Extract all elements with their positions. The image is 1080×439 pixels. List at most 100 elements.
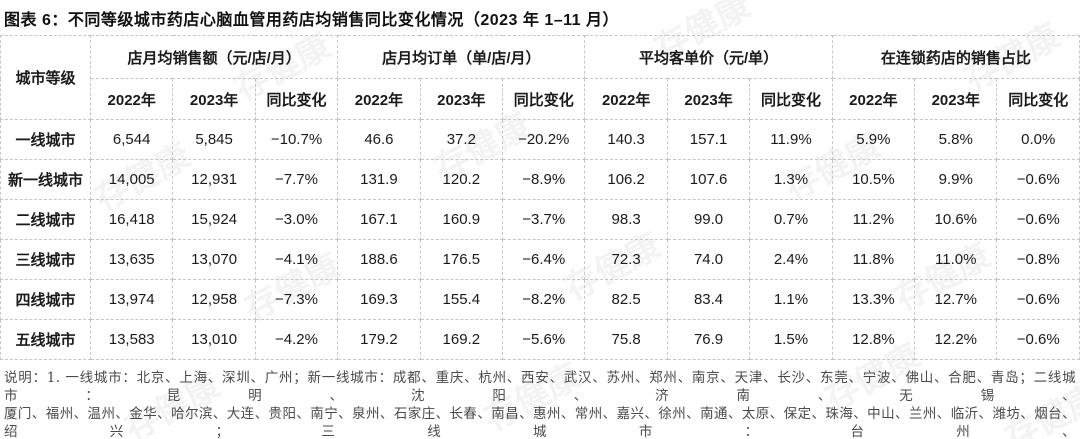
- sub-header-cell: 同比变化: [254, 78, 339, 120]
- table-cell: 13,974: [89, 279, 174, 320]
- table-cell: 13,070: [172, 239, 256, 280]
- table-row: 四线城市 13,974 12,958 −7.3% 169.3 155.4 −8.2% 82.5…: [0, 279, 1080, 320]
- table-cell: 12,958: [172, 279, 256, 320]
- table-cell: 74.0: [666, 239, 751, 280]
- sub-header-cell: 2023年: [914, 78, 998, 120]
- table-cell: 120.2: [419, 159, 504, 200]
- table-cell: 11.2%: [831, 199, 916, 240]
- city-tier-sales-table: 城市等级 店月均销售额（元/店/月） 店月均订单（单/店/月） 平均客单价（元/…: [0, 35, 1080, 360]
- table-cell: 169.2: [419, 319, 504, 360]
- sub-header-cell: 2023年: [666, 78, 751, 120]
- table-cell: −4.1%: [254, 239, 339, 280]
- table-cell: 46.6: [337, 119, 421, 160]
- table-cell: −3.7%: [502, 199, 586, 240]
- table-cell: 167.1: [337, 199, 421, 240]
- table-cell: −4.2%: [254, 319, 339, 360]
- table-cell: 188.6: [337, 239, 421, 280]
- table-cell: 107.6: [666, 159, 751, 200]
- city-tier-label: 一线城市: [0, 119, 91, 160]
- table-cell: −7.7%: [254, 159, 339, 200]
- table-row: 二线城市 16,418 15,924 −3.0% 167.1 160.9 −3.7% 98.3…: [0, 199, 1080, 240]
- table-cell: 12.2%: [914, 319, 998, 360]
- table-header: 城市等级 店月均销售额（元/店/月） 店月均订单（单/店/月） 平均客单价（元/…: [0, 35, 1080, 120]
- table-cell: 160.9: [419, 199, 504, 240]
- table-cell: 37.2: [419, 119, 504, 160]
- table-cell: 169.3: [337, 279, 421, 320]
- table-row: 五线城市 13,583 13,010 −4.2% 179.2 169.2 −5.6% 75.8…: [0, 319, 1080, 360]
- footnote-line: 说明：1. 一线城市：北京、上海、深圳、广州；新一线城市：成都、重庆、杭州、西安…: [4, 370, 1076, 404]
- table-cell: 15,924: [172, 199, 256, 240]
- table-cell: −10.7%: [254, 119, 339, 160]
- sub-header-cell: 同比变化: [749, 78, 833, 120]
- table-cell: 10.5%: [831, 159, 916, 200]
- table-cell: 155.4: [419, 279, 504, 320]
- table-cell: −0.6%: [996, 279, 1080, 320]
- row-header-city-tier: 城市等级: [0, 35, 91, 120]
- group-header-row: 城市等级 店月均销售额（元/店/月） 店月均订单（单/店/月） 平均客单价（元/…: [0, 35, 1080, 120]
- table-cell: 12.7%: [914, 279, 998, 320]
- table-cell: 12.8%: [831, 319, 916, 360]
- table-cell: 6,544: [89, 119, 174, 160]
- figure-title: 图表 6：不同等级城市药店心脑血管用药店均销售同比变化情况（2023 年 1–1…: [4, 12, 619, 29]
- table-cell: 10.6%: [914, 199, 998, 240]
- table-cell: 13,635: [89, 239, 174, 280]
- table-cell: 1.3%: [749, 159, 833, 200]
- table-cell: 179.2: [337, 319, 421, 360]
- table-cell: 14,005: [89, 159, 174, 200]
- sub-header-cell: 2023年: [419, 78, 504, 120]
- table-cell: 2.4%: [749, 239, 833, 280]
- sub-header-cell: 同比变化: [502, 78, 586, 120]
- table-cell: −5.6%: [502, 319, 586, 360]
- table-cell: 11.0%: [914, 239, 998, 280]
- city-tier-label: 五线城市: [0, 319, 91, 360]
- sub-header-cell: 同比变化: [996, 78, 1080, 120]
- sub-header-cell: 2022年: [337, 78, 421, 120]
- table-cell: −0.6%: [996, 319, 1080, 360]
- sub-header-cell: 2022年: [831, 78, 916, 120]
- city-tier-label: 四线城市: [0, 279, 91, 320]
- table-cell: 5.8%: [914, 119, 998, 160]
- table-cell: −3.0%: [254, 199, 339, 240]
- table-cell: 176.5: [419, 239, 504, 280]
- table-cell: −0.6%: [996, 199, 1080, 240]
- table-cell: 5,845: [172, 119, 256, 160]
- table-cell: 75.8: [584, 319, 668, 360]
- table-cell: −7.3%: [254, 279, 339, 320]
- table-cell: 0.0%: [996, 119, 1080, 160]
- table-cell: 16,418: [89, 199, 174, 240]
- sub-header-row: 2022年 2023年 同比变化 2022年 2023年 同比变化 2022年 2023年 同比…: [1, 78, 1080, 120]
- city-tier-label: 三线城市: [0, 239, 91, 280]
- table-row: 一线城市 6,544 5,845 −10.7% 46.6 37.2 −20.2% 140.3 1…: [0, 119, 1080, 160]
- table-cell: 11.9%: [749, 119, 833, 160]
- table-cell: 72.3: [584, 239, 668, 280]
- footnote-line: 厦门、福州、温州、金华、哈尔滨、大连、贵阳、南宁、泉州、石家庄、长春、南昌、惠州…: [4, 406, 1076, 439]
- table-cell: 98.3: [584, 199, 668, 240]
- table-cell: 106.2: [584, 159, 668, 200]
- table-cell: 13.3%: [831, 279, 916, 320]
- table-cell: 83.4: [666, 279, 751, 320]
- table-cell: 1.5%: [749, 319, 833, 360]
- table-row: 三线城市 13,635 13,070 −4.1% 188.6 176.5 −6.4% 72.3…: [0, 239, 1080, 280]
- footnote: 说明：1. 一线城市：北京、上海、深圳、广州；新一线城市：成都、重庆、杭州、西安…: [0, 369, 1080, 439]
- table-cell: −8.2%: [502, 279, 586, 320]
- table-cell: 157.1: [666, 119, 751, 160]
- group-header-monthly-orders: 店月均订单（单/店/月）: [337, 35, 586, 79]
- table-cell: 5.9%: [831, 119, 916, 160]
- table-cell: −20.2%: [502, 119, 586, 160]
- table-cell: 0.7%: [749, 199, 833, 240]
- sub-header-cell: 2022年: [89, 78, 174, 120]
- table-cell: −8.9%: [502, 159, 586, 200]
- table-cell: 9.9%: [914, 159, 998, 200]
- table-body: 一线城市 6,544 5,845 −10.7% 46.6 37.2 −20.2% 140.3 1…: [0, 119, 1080, 360]
- city-tier-label: 二线城市: [0, 199, 91, 240]
- table-cell: 140.3: [584, 119, 668, 160]
- group-header-avg-price: 平均客单价（元/单）: [584, 35, 833, 79]
- city-tier-label: 新一线城市: [0, 159, 91, 200]
- group-header-monthly-sales: 店月均销售额（元/店/月）: [89, 35, 339, 79]
- table-cell: 1.1%: [749, 279, 833, 320]
- table-row: 新一线城市 14,005 12,931 −7.7% 131.9 120.2 −8.9% 106…: [0, 159, 1080, 200]
- table-cell: 99.0: [666, 199, 751, 240]
- table-cell: −0.6%: [996, 159, 1080, 200]
- group-header-chain-share: 在连锁药店的销售占比: [831, 35, 1080, 79]
